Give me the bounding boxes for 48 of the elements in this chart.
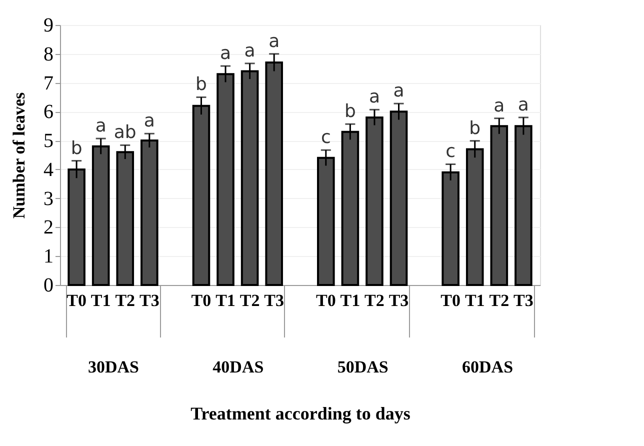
data-label: c	[446, 141, 456, 162]
text: T0	[191, 291, 212, 310]
text: T1	[216, 291, 236, 310]
text: T2	[364, 291, 384, 310]
data-label: a	[518, 94, 529, 116]
series-label: T0	[316, 291, 336, 310]
x-axis-title: Treatment according to days	[190, 404, 410, 424]
y-axis-title: Number of leaves	[10, 92, 28, 219]
text: T1	[90, 291, 111, 310]
y-tick-label: 6	[44, 101, 54, 124]
data-label: a	[368, 86, 380, 108]
x-tick-label: 60DAS	[462, 358, 514, 376]
y-tick-label: 7	[44, 72, 54, 94]
data-label: b	[196, 74, 207, 96]
data-label: b	[469, 118, 481, 139]
y-tick-label: 0	[44, 274, 54, 296]
text: T3	[388, 291, 409, 310]
data-label: a	[95, 116, 106, 137]
text: T1	[340, 291, 360, 310]
y-tick-label: 2	[44, 216, 54, 239]
data-label: a	[244, 40, 256, 62]
x-tick-label: 40DAS	[212, 358, 264, 376]
y-tick-label: 5	[44, 130, 54, 152]
series-label: T1	[464, 291, 485, 310]
series-label: T3	[264, 291, 284, 310]
text: T3	[514, 291, 534, 310]
y-tick-label: 3	[44, 188, 54, 210]
data-label: b	[344, 101, 356, 122]
text: T2	[240, 291, 260, 310]
data-label: a	[268, 30, 280, 52]
text: T0	[440, 291, 461, 310]
text: T2	[489, 291, 510, 310]
series-label: T2	[115, 291, 136, 310]
data-label: b	[70, 138, 82, 159]
data-label: a	[494, 95, 505, 116]
y-tick-label: 8	[44, 43, 54, 66]
y-tick-label: 1	[44, 246, 54, 268]
text: T0	[66, 291, 86, 310]
x-tick-label: 50DAS	[337, 358, 388, 376]
data-label: ab	[114, 122, 136, 144]
data-label: a	[220, 43, 232, 64]
x-tick-label: 30DAS	[88, 358, 139, 376]
text: T3	[139, 291, 160, 310]
data-label: a	[393, 80, 404, 102]
y-tick-label: 4	[44, 158, 54, 181]
data-label: a	[144, 110, 155, 132]
y-tick-label: 9	[44, 14, 54, 36]
data-label: c	[320, 127, 331, 148]
